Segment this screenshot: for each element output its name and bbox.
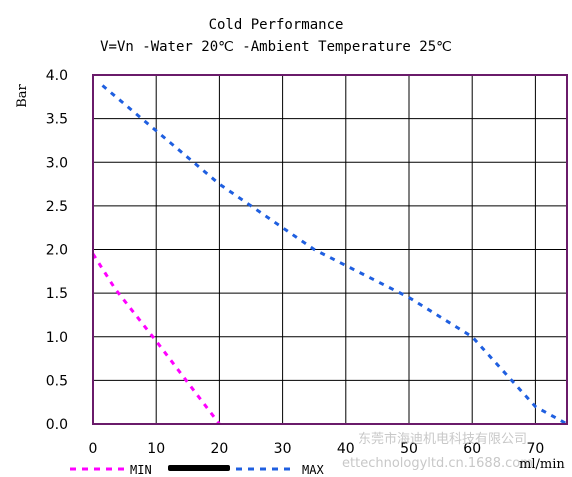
x-tick-label: 70 xyxy=(526,441,544,457)
series-line-max xyxy=(101,84,568,426)
legend-max-label: MAX xyxy=(302,463,324,477)
chart-subtitle: V=Vn -Water 20℃ -Ambient Temperature 25℃ xyxy=(100,39,452,55)
x-axis-label: ml/min xyxy=(519,457,565,472)
x-tick-label: 60 xyxy=(463,441,481,457)
series-lines xyxy=(91,84,568,426)
y-axis-ticks: 0.0 0.5 1.0 1.5 2.0 2.5 3.0 3.5 4.0 xyxy=(46,68,68,433)
grid xyxy=(93,75,567,424)
watermark-url: ettechnologyltd.cn.1688.com xyxy=(342,456,533,471)
plot-frame xyxy=(92,74,568,425)
legend: MIN MAX xyxy=(70,463,324,477)
y-tick-label: 1.5 xyxy=(46,286,68,302)
y-tick-label: 0.0 xyxy=(46,417,68,433)
x-axis-ticks: 0 10 20 30 40 50 60 70 xyxy=(89,441,545,457)
x-tick-label: 10 xyxy=(147,441,165,457)
y-tick-label: 3.0 xyxy=(46,155,68,171)
x-tick-label: 50 xyxy=(400,441,418,457)
y-tick-label: 1.0 xyxy=(46,330,68,346)
x-tick-label: 30 xyxy=(274,441,292,457)
y-tick-label: 3.5 xyxy=(46,112,68,128)
x-tick-label: 20 xyxy=(210,441,228,457)
legend-min-label: MIN xyxy=(130,463,152,477)
y-axis-label: Bar xyxy=(15,83,30,107)
y-tick-label: 2.0 xyxy=(46,243,68,259)
watermark-company: 东莞市海迪机电科技有限公司 xyxy=(358,431,527,447)
legend-separator-bar xyxy=(168,465,230,471)
y-tick-label: 4.0 xyxy=(46,68,68,84)
x-tick-label: 40 xyxy=(337,441,355,457)
chart-title: Cold Performance xyxy=(209,17,344,33)
x-tick-label: 0 xyxy=(89,441,98,457)
y-tick-label: 0.5 xyxy=(46,373,68,389)
y-tick-label: 2.5 xyxy=(46,199,68,215)
